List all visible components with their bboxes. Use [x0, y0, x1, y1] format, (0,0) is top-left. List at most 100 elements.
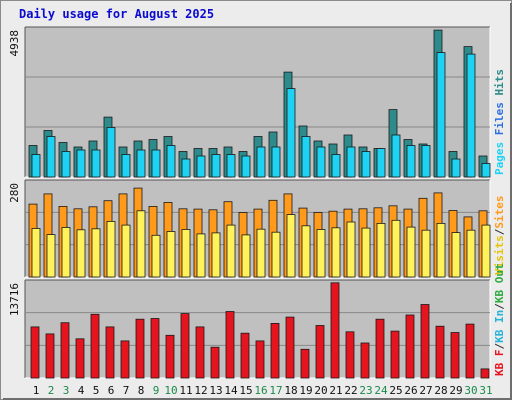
x-tick-label-day-1: 1 — [33, 384, 40, 397]
bar-middle-sites-day-17 — [271, 231, 281, 278]
bar-top-files-day-29 — [451, 158, 461, 178]
bar-top-files-day-1 — [31, 154, 41, 178]
x-tick-label-day-7: 7 — [123, 384, 130, 397]
bar-bottom-kb_f-day-9 — [150, 318, 160, 379]
bar-middle-sites-day-21 — [331, 227, 341, 278]
bar-bottom-kb_f-day-14 — [225, 311, 235, 379]
x-tick-label-day-15: 15 — [239, 384, 252, 397]
bar-middle-sites-day-28 — [436, 222, 446, 278]
x-tick-label-day-14: 14 — [224, 384, 238, 397]
x-tick-label-day-22: 22 — [344, 384, 357, 397]
legend-bottom-item: KB F — [493, 350, 506, 377]
x-tick-label-day-11: 11 — [179, 384, 192, 397]
x-tick-label-day-10: 10 — [164, 384, 177, 397]
panel-middle-legend: Visits/Sites — [493, 196, 506, 276]
bar-bottom-kb_f-day-27 — [420, 304, 430, 379]
x-tick-label-day-6: 6 — [108, 384, 115, 397]
panel-top-ymax-label: 4938 — [8, 30, 21, 57]
bar-middle-sites-day-1 — [31, 228, 41, 278]
x-tick-label-day-25: 25 — [389, 384, 402, 397]
bar-bottom-kb_f-day-15 — [240, 332, 250, 379]
bar-middle-sites-day-14 — [226, 224, 236, 278]
bar-bottom-kb_f-day-5 — [90, 313, 100, 379]
bar-top-files-day-17 — [271, 146, 281, 178]
bar-middle-sites-day-12 — [196, 233, 206, 278]
bar-bottom-kb_f-day-26 — [405, 314, 415, 379]
bar-middle-sites-day-10 — [166, 231, 176, 278]
frame-shadow-bottom — [3, 398, 512, 400]
bar-middle-sites-day-7 — [121, 224, 131, 278]
bar-bottom-kb_f-day-22 — [345, 331, 355, 379]
bar-bottom-kb_f-day-3 — [60, 322, 70, 379]
panel-bottom-ymax-label: 13716 — [8, 283, 21, 316]
x-tick-label-day-2: 2 — [48, 384, 55, 397]
frame-shadow-right — [510, 3, 512, 400]
bar-bottom-kb_f-day-16 — [255, 340, 265, 379]
panel-middle-ymax-label: 280 — [8, 183, 21, 203]
bar-top-files-day-28 — [436, 52, 446, 178]
panel-bottom-legend: KB F/KB In/KB Out — [493, 263, 506, 376]
x-tick-label-day-12: 12 — [194, 384, 207, 397]
bar-top-files-day-27 — [421, 145, 431, 178]
legend-bottom-item: / — [493, 303, 506, 310]
legend-bottom-item: / — [493, 343, 506, 350]
bar-middle-sites-day-2 — [46, 234, 56, 278]
bar-top-files-day-13 — [211, 154, 221, 178]
bar-top-files-day-15 — [241, 155, 251, 178]
bar-top-files-day-9 — [151, 149, 161, 178]
bar-top-files-day-31 — [481, 163, 491, 178]
bar-middle-sites-day-24 — [376, 222, 386, 278]
bar-top-files-day-16 — [256, 146, 266, 178]
bar-top-files-day-19 — [301, 136, 311, 178]
x-tick-label-day-28: 28 — [434, 384, 447, 397]
bar-top-files-day-5 — [91, 149, 101, 178]
bar-bottom-kb_f-day-7 — [120, 340, 130, 379]
bar-top-files-day-23 — [361, 151, 371, 178]
legend-middle-item: Visits — [493, 235, 506, 275]
x-tick-label-day-29: 29 — [449, 384, 462, 397]
bar-bottom-kb_f-day-18 — [285, 316, 295, 379]
bar-top-files-day-6 — [106, 127, 116, 178]
bar-middle-sites-day-5 — [91, 228, 101, 278]
bar-middle-sites-day-27 — [421, 229, 431, 278]
legend-middle-item: Sites — [493, 196, 506, 229]
bar-middle-sites-day-6 — [106, 220, 116, 278]
bar-top-files-day-10 — [166, 145, 176, 178]
bar-top-files-day-20 — [316, 146, 326, 178]
x-tick-label-day-21: 21 — [329, 384, 342, 397]
bar-middle-sites-day-25 — [391, 219, 401, 278]
bar-top-files-day-12 — [196, 155, 206, 178]
bar-middle-sites-day-31 — [481, 224, 491, 278]
legend-top-item: Hits — [493, 69, 506, 102]
bar-bottom-kb_f-day-13 — [210, 346, 220, 379]
bar-middle-sites-day-22 — [346, 221, 356, 278]
x-tick-label-day-20: 20 — [314, 384, 327, 397]
x-tick-label-day-13: 13 — [209, 384, 222, 397]
bar-middle-sites-day-20 — [316, 229, 326, 278]
bar-bottom-kb_f-day-25 — [390, 330, 400, 379]
legend-middle-item: / — [493, 228, 506, 235]
bar-middle-sites-day-18 — [286, 214, 296, 278]
bar-bottom-kb_f-day-20 — [315, 325, 325, 379]
bar-bottom-kb_f-day-4 — [75, 338, 85, 379]
bar-middle-sites-day-11 — [181, 229, 191, 278]
bar-bottom-kb_f-day-12 — [195, 326, 205, 379]
bar-bottom-kb_f-day-24 — [375, 318, 385, 379]
legend-bottom-item: KB In — [493, 310, 506, 343]
bar-top-files-day-11 — [181, 158, 191, 178]
x-tick-label-day-5: 5 — [93, 384, 100, 397]
x-tick-label-day-24: 24 — [374, 384, 388, 397]
bar-bottom-kb_f-day-6 — [105, 326, 115, 379]
bar-top-files-day-24 — [376, 148, 386, 178]
bar-bottom-kb_f-day-1 — [30, 326, 40, 379]
bar-middle-sites-day-8 — [136, 210, 146, 278]
bar-top-files-day-7 — [121, 154, 131, 178]
bar-top-files-day-21 — [331, 154, 341, 178]
bar-middle-sites-day-9 — [151, 234, 161, 278]
bar-bottom-kb_f-day-11 — [180, 313, 190, 379]
x-tick-label-day-26: 26 — [404, 384, 417, 397]
bar-bottom-kb_f-day-31 — [480, 368, 490, 379]
x-tick-label-day-18: 18 — [284, 384, 297, 397]
x-tick-label-day-4: 4 — [78, 384, 85, 397]
bar-bottom-kb_f-day-17 — [270, 322, 280, 379]
